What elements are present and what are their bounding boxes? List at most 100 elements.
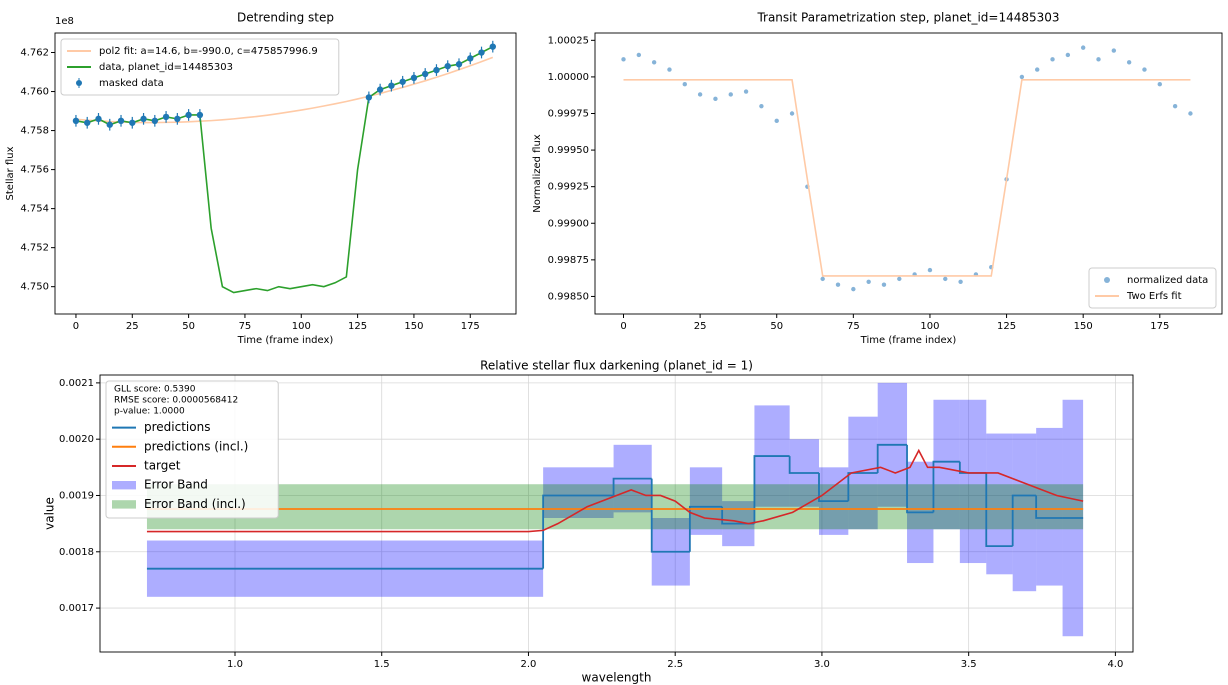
band-segment	[986, 433, 1013, 575]
legend-box	[60, 38, 340, 96]
data-point	[759, 103, 764, 109]
legend-swatch	[112, 500, 136, 509]
y-axis-label: Stellar flux	[5, 146, 16, 200]
legend-box	[105, 380, 279, 519]
band-segment	[933, 399, 960, 530]
x-axis-label: Time (frame index)	[237, 335, 334, 346]
legend-swatch	[76, 80, 82, 86]
step-segment	[818, 472, 849, 503]
data-point	[636, 52, 642, 58]
data-point	[667, 67, 672, 72]
data-point	[866, 279, 871, 285]
series-line	[623, 79, 1191, 277]
step-segment	[1011, 494, 1037, 547]
data-point	[851, 286, 856, 292]
data-point	[151, 117, 159, 125]
x-tick-label: 3.5	[961, 659, 977, 670]
band-segment	[146, 484, 1084, 530]
data-point	[1080, 45, 1086, 50]
chart-title: Detrending step	[237, 11, 334, 25]
data-point	[897, 276, 902, 282]
x-axis-label: wavelength	[582, 671, 652, 685]
x-tick-label: 25	[694, 321, 707, 332]
data-point	[95, 115, 102, 123]
data-point	[1157, 82, 1162, 87]
step-segment	[847, 472, 878, 502]
x-tick-label: 25	[126, 321, 139, 332]
step-segment	[1035, 495, 1063, 519]
data-point	[365, 94, 373, 101]
data-point	[820, 276, 825, 282]
x-tick-label: 2.0	[521, 659, 537, 670]
data-point	[196, 111, 204, 119]
x-axis-label: Time (frame index)	[860, 335, 957, 346]
x-tick-label: 50	[770, 321, 783, 332]
plot-frame	[99, 374, 1134, 653]
band-segment	[1036, 427, 1063, 586]
step-segment	[876, 443, 908, 473]
legend-label: masked data	[99, 78, 164, 89]
x-tick-label: 175	[1150, 321, 1169, 332]
data-point	[713, 96, 718, 102]
x-tick-label: 1.0	[227, 659, 243, 670]
x-tick-label: 75	[239, 321, 252, 332]
data-point	[388, 82, 395, 89]
data-point	[162, 113, 170, 121]
legend-box	[1088, 267, 1217, 309]
data-point	[835, 282, 841, 287]
band-segment	[1012, 433, 1037, 592]
chart: Detrending step 0 25 50 75 100 125 150 175 4.750 4…	[5, 11, 517, 346]
x-tick-label: 125	[348, 321, 367, 332]
legend: normalized data Two Erfs fit	[1088, 267, 1217, 309]
legend-label: predictions (incl.)	[144, 439, 248, 453]
step-segment	[650, 478, 690, 553]
data-point	[958, 279, 963, 285]
y-tick-label: 4.758	[20, 126, 49, 137]
chart-title: Relative stellar flux darkening (planet_…	[480, 359, 753, 373]
legend-swatch	[1104, 277, 1110, 283]
legend-label: Error Band (incl.)	[144, 497, 246, 511]
y-tick-label: 0.0018	[59, 547, 94, 558]
x-tick-label: 100	[292, 321, 311, 332]
plot-frame	[54, 32, 517, 315]
step-segment	[542, 494, 614, 569]
data-point	[743, 89, 749, 94]
data-point	[106, 121, 113, 128]
data-point	[728, 92, 733, 97]
y-tick-label: 1.00000	[548, 72, 589, 83]
series-line	[146, 448, 1084, 533]
data-point	[943, 276, 948, 282]
x-tick-label: 150	[1074, 321, 1093, 332]
x-tick-label: 175	[461, 321, 480, 332]
step-segment	[688, 505, 723, 552]
legend-label: predictions	[144, 420, 210, 434]
data-point	[174, 115, 181, 123]
data-point	[1188, 111, 1193, 116]
y-tick-label: 0.0017	[59, 603, 94, 614]
y-axis-label: Normalized flux	[532, 134, 543, 213]
y-tick-label: 0.99875	[548, 255, 589, 266]
data-point	[881, 282, 887, 287]
annotation: p-value: 1.0000	[114, 407, 185, 417]
data-point	[185, 111, 192, 119]
data-point	[682, 82, 687, 87]
legend-label: target	[144, 459, 181, 473]
band-segment	[959, 399, 987, 564]
step-segment	[906, 444, 934, 514]
data-point	[774, 118, 779, 124]
x-tick-label: 50	[182, 321, 195, 332]
y-tick-label: 0.0019	[59, 490, 94, 501]
data-point	[478, 49, 485, 56]
data-point	[376, 86, 384, 93]
data-point	[410, 74, 418, 82]
series-line	[75, 56, 494, 124]
band-segment	[689, 467, 723, 535]
y-tick-label: 0.0020	[59, 434, 94, 445]
legend: pol2 fit: a=14.6, b=-990.0, c=475857996.…	[60, 38, 340, 96]
y-tick-label: 4.760	[20, 87, 49, 98]
step-segment	[721, 506, 755, 525]
legend-label: Two Erfs fit	[1126, 291, 1182, 302]
data-point	[1142, 67, 1147, 72]
data-point	[1096, 57, 1101, 62]
